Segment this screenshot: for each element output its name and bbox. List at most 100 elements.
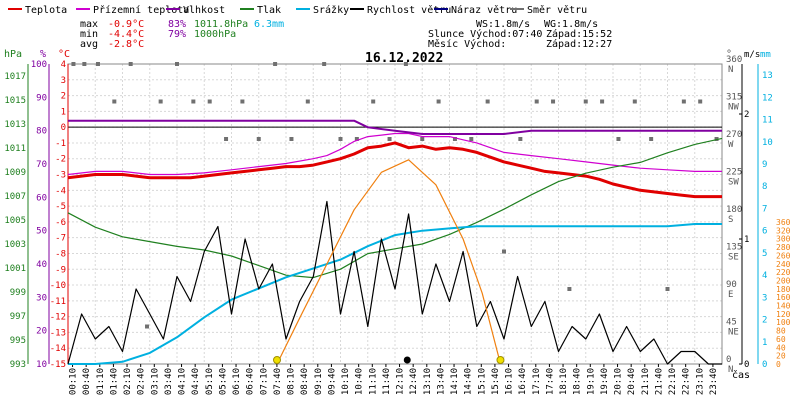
wind-dir-point <box>436 99 441 104</box>
sun-elev-tick-label: 180 <box>776 285 791 294</box>
x-tick-label: 05:10 <box>205 368 215 395</box>
wind-dir-point <box>305 99 310 104</box>
wind-dir-point <box>158 99 163 104</box>
sun-elev-tick-label: 220 <box>776 268 791 277</box>
pct-tick-label: 10 <box>36 360 47 370</box>
wind-dir-point <box>403 62 408 66</box>
x-tick-label: 08:10 <box>287 368 297 395</box>
dir-tick-label: 315 <box>726 93 742 103</box>
wind-ws: WS:1.8m/s <box>476 19 530 30</box>
sun-elev-tick-label: 320 <box>776 226 791 235</box>
x-tick-label: 06:10 <box>232 368 242 395</box>
x-tick-label: 13:10 <box>423 368 433 395</box>
x-tick-label: 17:10 <box>532 368 542 395</box>
ms-tick-label: 0 <box>744 360 749 370</box>
temp-tick-label: -9 <box>55 265 66 275</box>
x-tick-label: 02:10 <box>123 368 133 395</box>
wind-dir-point <box>338 137 343 141</box>
wind-dir-point <box>256 137 261 141</box>
wind-dir-point <box>583 99 588 104</box>
series-line <box>276 159 502 365</box>
wind-dir-point <box>387 137 392 141</box>
sun-elev-tick-label: 40 <box>776 343 786 352</box>
temp-tick-label: -12 <box>50 313 66 323</box>
hpa-tick-label: 1011 <box>4 144 26 154</box>
x-tick-label: 09:40 <box>327 368 337 395</box>
x-tick-label: 01:10 <box>96 368 106 395</box>
series-line <box>68 223 722 365</box>
temp-tick-label: -11 <box>50 297 66 307</box>
stats-panel: max -0.9°C 83% 1011.8hPa 6.3mm min -4.4°… <box>80 19 284 50</box>
x-tick-label: 04:10 <box>178 368 188 395</box>
pct-tick-label: 80 <box>36 127 47 137</box>
sunset-info: Západ:15:52 <box>546 28 612 40</box>
temp-tick-label: 4 <box>61 60 66 70</box>
stat-min-temp: -4.4°C <box>108 29 144 40</box>
sunrise-info: Slunce Východ:07:40 <box>428 28 542 40</box>
x-tick-label: 12:40 <box>409 368 419 395</box>
sun-elev-tick-label: 280 <box>776 243 791 252</box>
x-tick-label: 15:40 <box>491 368 501 395</box>
x-tick-label: 00:10 <box>69 368 79 395</box>
x-tick-label: 01:40 <box>109 368 119 395</box>
temp-tick-label: -14 <box>50 344 66 354</box>
stat-min-label: min <box>80 29 98 40</box>
x-tick-label: 19:40 <box>600 368 610 395</box>
dir-tick-label: 270 <box>726 130 742 140</box>
dir-tick-label: 90 <box>726 280 737 290</box>
wind-dir-point <box>289 137 294 141</box>
dir-tick-label: 225 <box>726 168 742 178</box>
dir-compass-label: N <box>728 365 733 375</box>
dir-tick-label: 360 <box>726 55 742 65</box>
pct-tick-label: 20 <box>36 327 47 337</box>
stat-max-press: 1011.8hPa <box>194 19 248 30</box>
legend-label: Teplota <box>25 5 67 16</box>
sunrise-marker <box>273 356 282 364</box>
x-tick-label: 07:10 <box>259 368 269 395</box>
dir-compass-label: SW <box>728 178 739 188</box>
pct-tick-label: 40 <box>36 260 47 270</box>
wind-dir-point <box>240 99 245 104</box>
dir-tick-label: 135 <box>726 243 742 253</box>
x-tick-label: 03:10 <box>150 368 160 395</box>
x-tick-label: 23:10 <box>695 368 705 395</box>
wind-dir-point <box>534 99 539 104</box>
pct-tick-label: 70 <box>36 160 47 170</box>
wind-dir-point <box>71 62 76 66</box>
temp-tick-label: -8 <box>55 249 66 259</box>
wind-dir-point <box>371 99 376 104</box>
dir-compass-label: S <box>728 215 733 225</box>
stat-max-label: max <box>80 19 98 30</box>
mm-tick-label: 9 <box>762 160 767 170</box>
wind-dir-point <box>95 62 100 66</box>
wind-dir-point <box>420 137 425 141</box>
wind-dir-point <box>128 62 133 66</box>
ms-tick-label: 1 <box>744 235 749 245</box>
temp-axis-title: °C <box>58 49 70 60</box>
stat-avg-temp: -2.8°C <box>108 39 144 50</box>
mm-tick-label: 1 <box>762 338 767 348</box>
series-line <box>67 137 723 279</box>
temp-tick-label: 1 <box>61 107 66 117</box>
legend-label: Přízemní teplota <box>93 4 189 16</box>
stat-precip: 6.3mm <box>254 19 284 30</box>
wind-dir-point <box>354 137 359 141</box>
wind-dir-point <box>502 249 506 254</box>
hpa-tick-label: 1017 <box>4 72 26 82</box>
hpa-tick-label: 995 <box>10 336 26 346</box>
x-tick-label: 06:40 <box>246 368 256 395</box>
x-tick-label: 11:40 <box>382 368 392 395</box>
dir-axis-title: ° <box>726 49 732 60</box>
temp-tick-label: -10 <box>50 281 66 291</box>
wind-dir-point <box>518 137 523 141</box>
x-tick-label: 23:40 <box>709 368 719 395</box>
moonset-info: Západ:12:27 <box>546 38 612 50</box>
wind-dir-point <box>616 137 621 141</box>
hpa-tick-label: 1009 <box>4 168 26 178</box>
legend-label: Náraz větru <box>451 4 517 16</box>
series-line <box>67 141 722 199</box>
temp-tick-label: 3 <box>61 76 66 86</box>
x-tick-label: 12:10 <box>396 368 406 395</box>
